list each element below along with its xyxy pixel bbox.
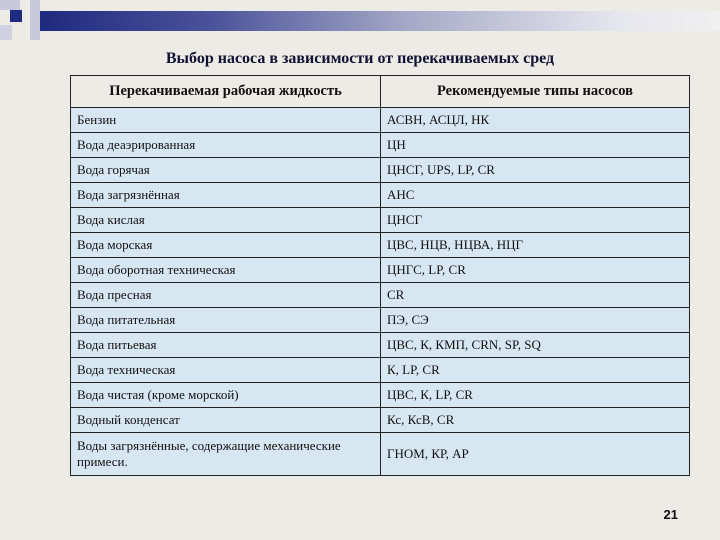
decor-square [0,0,20,10]
pump-types-cell: ЦНГС, LP, CR [380,257,690,283]
pump-types-cell: ЦНСГ, UPS, LP, CR [380,157,690,183]
table-row: Вода чистая (кроме морской) ЦВС, К, LP, C… [70,382,690,408]
liquid-cell: Вода техническая [70,357,381,383]
liquid-cell: Бензин [70,107,381,133]
decor-square [0,25,12,40]
table-row: Вода загрязнённая АНС [70,182,690,208]
pump-types-cell: ЦВС, К, КМП, CRN, SP, SQ [380,332,690,358]
table-row: Бензин АСВН, АСЦЛ, НК [70,107,690,133]
table-row: Вода морская ЦВС, НЦВ, НЦВА, НЦГ [70,232,690,258]
page-title: Выбор насоса в зависимости от перекачива… [165,50,555,67]
pump-table: Перекачиваемая рабочая жидкость Рекоменд… [70,75,690,476]
liquid-cell: Вода деаэрированная [70,132,381,158]
liquid-cell: Вода горячая [70,157,381,183]
column-header: Перекачиваемая рабочая жидкость [70,75,381,108]
table-row: Водный конденсат Кс, КсВ, CR [70,407,690,433]
liquid-cell: Вода оборотная техническая [70,257,381,283]
pump-types-cell: ПЭ, СЭ [380,307,690,333]
pump-types-cell: Кс, КсВ, CR [380,407,690,433]
pump-types-cell: К, LP, CR [380,357,690,383]
decor-square [10,10,22,22]
table-row: Воды загрязнённые, содержащие механическ… [70,432,690,476]
table-row: Вода питательная ПЭ, СЭ [70,307,690,333]
table-row: Вода деаэрированная ЦН [70,132,690,158]
column-header: Рекомендуемые типы насосов [380,75,690,108]
table-row: Вода пресная CR [70,282,690,308]
pump-types-cell: ГНОМ, КР, АР [380,432,690,476]
liquid-cell: Водный конденсат [70,407,381,433]
table-row: Вода оборотная техническая ЦНГС, LP, CR [70,257,690,283]
table-header-row: Перекачиваемая рабочая жидкость Рекоменд… [70,75,690,108]
liquid-cell: Вода пресная [70,282,381,308]
liquid-cell: Вода чистая (кроме морской) [70,382,381,408]
liquid-cell: Вода питьевая [70,332,381,358]
table-row: Вода кислая ЦНСГ [70,207,690,233]
liquid-cell: Вода питательная [70,307,381,333]
decor-bar [40,11,720,31]
pump-types-cell: ЦВС, НЦВ, НЦВА, НЦГ [380,232,690,258]
liquid-cell: Воды загрязнённые, содержащие механическ… [70,432,381,476]
pump-types-cell: ЦНСГ [380,207,690,233]
pump-types-cell: АНС [380,182,690,208]
liquid-cell: Вода морская [70,232,381,258]
pump-types-cell: АСВН, АСЦЛ, НК [380,107,690,133]
pump-types-cell: ЦВС, К, LP, CR [380,382,690,408]
pump-types-cell: ЦН [380,132,690,158]
pump-types-cell: CR [380,282,690,308]
table-row: Вода горячая ЦНСГ, UPS, LP, CR [70,157,690,183]
decor-square [30,0,40,40]
table-row: Вода питьевая ЦВС, К, КМП, CRN, SP, SQ [70,332,690,358]
table-row: Вода техническая К, LP, CR [70,357,690,383]
liquid-cell: Вода загрязнённая [70,182,381,208]
page-number: 21 [663,507,678,522]
liquid-cell: Вода кислая [70,207,381,233]
